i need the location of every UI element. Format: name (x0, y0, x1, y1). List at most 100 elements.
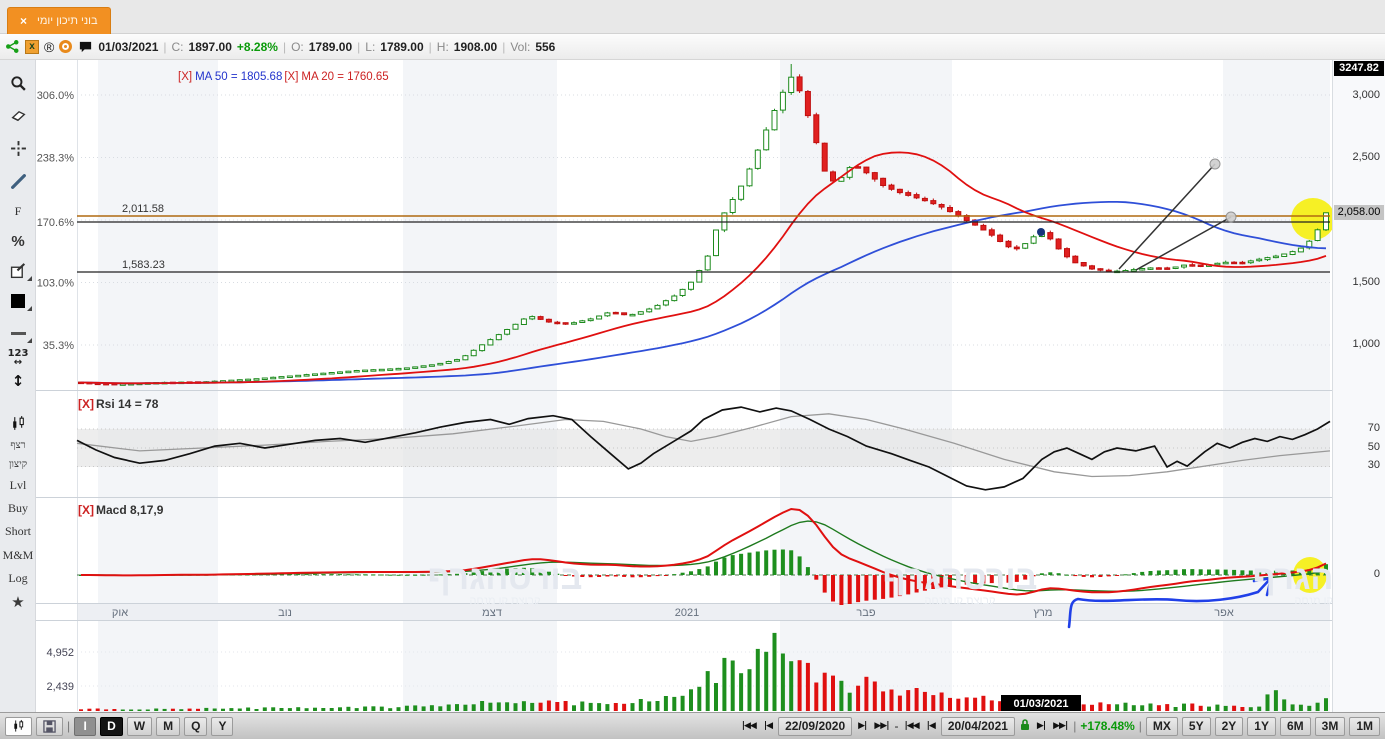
chart-area[interactable]: בורסהגרף קבוצת קו מנחה בורסהגרף קבוצת קו… (36, 60, 1332, 712)
month-label: 2021 (675, 607, 699, 619)
macd-legend[interactable]: [X] Macd 8,17,9 (78, 503, 164, 517)
axis-tick: 306.0% (37, 90, 75, 102)
skip-end-button[interactable]: ▶▶| (1053, 721, 1068, 731)
step-forward-button[interactable]: ▶| (858, 721, 867, 731)
target-icon[interactable] (59, 40, 73, 53)
tool-log[interactable]: Log (8, 570, 28, 585)
candlestick-icon (14, 719, 24, 732)
tool-continuous[interactable]: רצף (10, 439, 26, 451)
month-label: נוב (278, 607, 292, 619)
tool-eraser[interactable] (0, 104, 36, 126)
tab-bar: בוני תיכון יומי × (0, 0, 1385, 34)
separator: | (282, 39, 287, 54)
ma-legend[interactable]: [X] MA 50 = 1805.68 [X] MA 20 = 1760.65 (178, 71, 389, 83)
range-3m-button[interactable]: 3M (1314, 716, 1346, 736)
month-label: אפר (1214, 607, 1234, 619)
range-6m-button[interactable]: 6M (1279, 716, 1311, 736)
interval-weekly-button[interactable]: W (126, 716, 153, 736)
rsi-tick: 70 (1367, 422, 1380, 434)
tool-level[interactable]: Lvl (9, 477, 27, 492)
date-to-button[interactable]: 20/04/2021 (940, 716, 1015, 736)
axis-tick: 2,439 (46, 681, 74, 693)
tool-annotate[interactable] (0, 260, 36, 282)
interval-daily-button[interactable]: D (100, 716, 123, 736)
skip-start-button[interactable]: |◀◀ (904, 721, 920, 731)
rsi-legend[interactable]: [X] Rsi 14 = 78 (78, 397, 159, 411)
hline-label-lower[interactable]: 1,583.23 (122, 259, 165, 271)
range-1m-button[interactable]: 1M (1349, 716, 1380, 736)
hline-label-upper[interactable]: 2,011.58 (122, 203, 164, 215)
price-tick: 3,000 (1352, 89, 1380, 101)
tool-percent[interactable]: % (0, 230, 36, 252)
percent-axis: 306.0% 238.3% 170.6% 103.0% 35.3% (37, 90, 75, 352)
interval-yearly-button[interactable]: Y (211, 716, 234, 736)
chart-canvas[interactable] (36, 60, 1332, 712)
tool-fibonacci[interactable]: F (0, 200, 36, 222)
interval-monthly-button[interactable]: M (156, 716, 181, 736)
svg-text:קבוצת קו מנחה: קבוצת קו מנחה (469, 595, 540, 607)
separator: | (163, 39, 167, 54)
chart-tab[interactable]: בוני תיכון יומי × (7, 7, 111, 34)
axis-tick: 103.0% (37, 278, 75, 290)
period-change: +178.48% (1080, 719, 1135, 733)
price-tick: 1,500 (1352, 276, 1380, 288)
date-from-button[interactable]: 22/09/2020 (778, 716, 853, 736)
tool-color-swatch[interactable] (0, 290, 36, 312)
interval-intraday-button[interactable]: I (74, 716, 97, 736)
lock-icon[interactable] (1019, 718, 1031, 734)
fibonacci-label: F (14, 203, 22, 218)
crosshair-icon (10, 140, 26, 156)
tool-extreme[interactable]: קיצון (8, 458, 28, 470)
step-back-button[interactable]: |◀ (763, 721, 773, 731)
measure-icon: 123 ↔ (7, 348, 29, 368)
comment-icon[interactable] (77, 39, 93, 55)
svg-text:בורסהגרף: בורסהגרף (1253, 559, 1332, 597)
range-max-button[interactable]: MX (1145, 716, 1178, 736)
save-button[interactable] (36, 716, 63, 736)
quote-toolbar: x ® 01/03/2021 | C: 1897.00 +8.28% | O: … (0, 34, 1385, 60)
month-label: דצמ (482, 607, 502, 619)
close-value: 1897.00 (188, 39, 232, 54)
separator: | (428, 39, 432, 54)
svg-text:בורסהגרף: בורסהגרף (883, 559, 1038, 597)
chart-tab-title: בוני תיכון יומי (37, 15, 98, 27)
interval-quarterly-button[interactable]: Q (184, 716, 208, 736)
star-icon: ★ (11, 593, 25, 611)
tool-favorite[interactable]: ★ (0, 591, 36, 613)
tool-short[interactable]: Short (4, 523, 31, 538)
svg-text:קבוצת קו מנחה: קבוצת קו מנחה (924, 595, 995, 607)
tool-horizontal-line[interactable] (0, 322, 36, 344)
step-forward-button[interactable]: ▶| (1036, 721, 1046, 731)
axis-tick: 4,952 (46, 647, 74, 659)
share-icon[interactable] (4, 39, 20, 55)
search-icon (10, 75, 26, 91)
tool-mm[interactable]: M&M (2, 547, 34, 562)
rsi-tick: 50 (1367, 441, 1380, 453)
svg-text:קבוצת קו מנחה: קבוצת קו מנחה (1294, 595, 1332, 607)
tool-candles[interactable] (0, 412, 36, 434)
excel-export-icon[interactable]: x (25, 39, 39, 54)
tool-vertical-measure[interactable]: ↕ (0, 370, 36, 392)
close-icon[interactable]: × (20, 14, 28, 28)
skip-start-button[interactable]: |◀◀ (741, 721, 757, 731)
range-2y-button[interactable]: 2Y (1214, 716, 1244, 736)
time-axis: אוק נוב דצמ 2021 פבר מרץ אפר (112, 607, 1234, 619)
tool-buy[interactable]: Buy (7, 500, 28, 515)
step-back-button[interactable]: |◀ (926, 721, 936, 731)
range-5y-button[interactable]: 5Y (1181, 716, 1211, 736)
chart-type-button[interactable] (5, 716, 32, 736)
tool-crosshair[interactable] (0, 137, 36, 159)
low-label: L: (365, 39, 376, 54)
candlestick-icon (12, 415, 24, 430)
tool-search[interactable] (0, 72, 36, 94)
axis-tick: 35.3% (43, 340, 74, 352)
separator: | (502, 39, 506, 54)
eraser-icon (10, 110, 26, 121)
tool-measure[interactable]: 123 ↔ (0, 347, 36, 369)
tool-trendline[interactable] (0, 170, 36, 192)
range-1y-button[interactable]: 1Y (1247, 716, 1276, 736)
price-axis-strip[interactable]: 3247.82 3,000 2,500 2,058.00 1,500 1,000… (1332, 60, 1385, 712)
month-label: מרץ (1034, 607, 1053, 619)
skip-end-button[interactable]: ▶▶| (874, 721, 889, 731)
